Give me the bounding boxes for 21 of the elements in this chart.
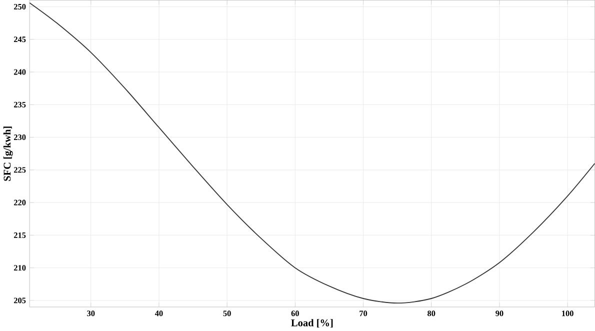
line-series — [30, 2, 595, 304]
y-tick-label: 220 — [14, 200, 26, 206]
y-tick-label: 225 — [14, 167, 26, 173]
x-tick-label: 90 — [496, 310, 504, 316]
x-tick-label: 30 — [87, 310, 95, 316]
x-tick-label: 100 — [562, 310, 574, 316]
x-axis-title: Load [%] — [291, 319, 333, 328]
y-tick-label: 240 — [14, 69, 26, 75]
y-tick-label: 250 — [14, 4, 26, 10]
x-tick-label: 50 — [223, 310, 231, 316]
x-tick-label: 40 — [154, 310, 163, 316]
x-tick-label: 60 — [291, 310, 299, 316]
y-tick-label: 205 — [14, 298, 26, 304]
y-tick-label: 210 — [14, 265, 26, 271]
x-tick-label: 70 — [360, 310, 368, 316]
y-axis-title: SFC [g/kwh] — [3, 126, 13, 181]
y-tick-label: 245 — [14, 36, 26, 42]
y-tick-label: 235 — [14, 102, 26, 108]
y-tick-label: 215 — [14, 232, 26, 238]
x-tick-label: 80 — [428, 310, 436, 316]
y-tick-label: 230 — [14, 134, 26, 140]
